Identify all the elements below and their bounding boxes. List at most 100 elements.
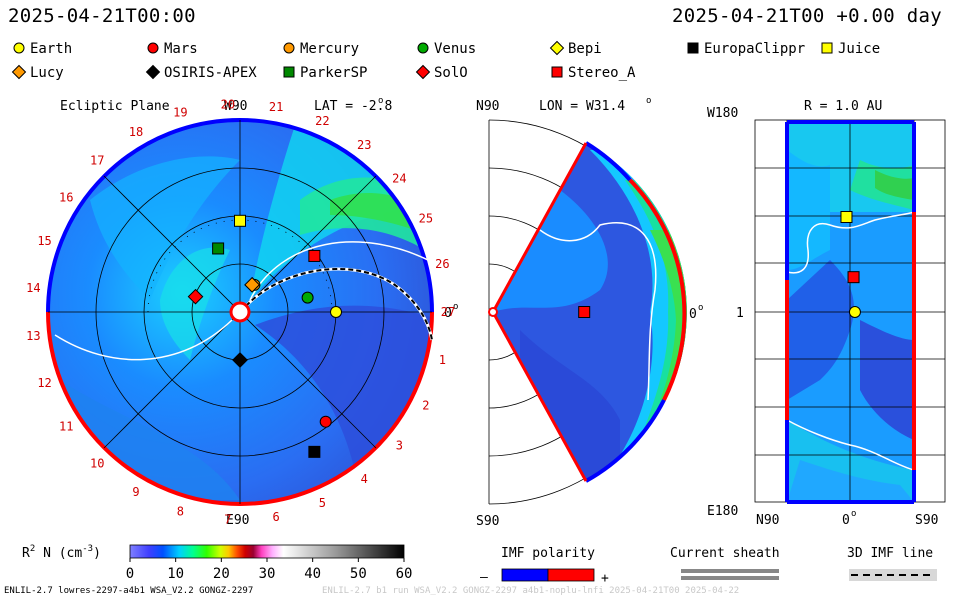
legend-label-lucy: Lucy	[30, 65, 64, 81]
carrington-tick-19: 19	[173, 106, 187, 120]
carrington-tick-15: 15	[37, 234, 51, 248]
meridional-objects	[578, 306, 591, 318]
imf-legend: IMF polarity – + Current sheath 3D IMF l…	[480, 546, 937, 586]
colorbar-gradient	[129, 544, 405, 559]
run-info: ENLIL-2.7 b1 run WSA_V2.2 GONGZ-2297 a4b…	[322, 586, 740, 596]
imf-minus-sign: –	[480, 570, 488, 585]
carrington-tick-26: 26	[435, 257, 449, 271]
imf-positive-swatch	[547, 568, 595, 582]
sphere-n90-label: N90	[756, 513, 779, 528]
meridional-s90-label: S90	[476, 514, 499, 529]
ecliptic-marker-stereo-a	[308, 249, 321, 262]
sphere-marker-earth	[848, 306, 861, 318]
ecliptic-marker-europaclippr	[308, 445, 321, 458]
imf-negative-swatch	[501, 568, 549, 582]
legend-marker-stereo-a	[551, 66, 563, 78]
mer-sun	[488, 307, 498, 317]
sphere-current-sheet-upper	[786, 211, 915, 274]
ecliptic-lat-label: LAT = -2.8	[314, 99, 392, 114]
colorbar-tick-label: 40	[304, 566, 321, 582]
sun-inner-boundary	[229, 301, 251, 323]
meridional-current-sheet	[539, 222, 657, 401]
colorbar-tick-label: 10	[167, 566, 184, 582]
ecl-zero-degree-mark: o	[453, 302, 458, 312]
spacecraft-legend: Earth Mars Mercury Venus Bepi EuropaClippr Jui…	[11, 40, 880, 81]
ecliptic-e90-label: E90	[226, 513, 249, 528]
carrington-tick-10: 10	[90, 456, 104, 470]
ecliptic-current-sheet-upper	[249, 241, 433, 301]
carrington-tick-9: 9	[132, 485, 139, 499]
carrington-tick-23: 23	[357, 138, 371, 152]
timestamp-left: 2025-04-21T00:00	[8, 5, 196, 27]
colorbar-tick-label: 0	[126, 566, 134, 582]
imf-plus-sign: +	[601, 571, 609, 586]
sphere-mid-label: 1	[736, 306, 744, 321]
legend-marker-bepi	[549, 40, 565, 56]
mer-zero-degree-mark: o	[698, 303, 703, 313]
carrington-tick-21: 21	[269, 100, 283, 114]
ecliptic-marker-earth	[330, 306, 342, 318]
lon-degree-mark: o	[646, 96, 651, 106]
meridional-panel: N90 LON = W31.4 o S90 0 o	[476, 96, 703, 529]
ecliptic-current-sheet-lower	[54, 319, 233, 361]
carrington-tick-8: 8	[177, 504, 184, 518]
carrington-tick-2: 2	[422, 398, 429, 412]
lat-degree-mark: o	[378, 96, 383, 106]
carrington-tick-16: 16	[59, 191, 73, 205]
ecliptic-title: Ecliptic Plane	[60, 99, 170, 114]
sphere-objects	[840, 211, 861, 318]
legend-label-earth: Earth	[30, 41, 72, 57]
carrington-tick-18: 18	[129, 125, 143, 139]
carrington-tick-11: 11	[59, 419, 73, 433]
legend-marker-osiris-apex	[145, 64, 161, 80]
carrington-tick-13: 13	[26, 329, 40, 343]
carrington-tick-7: 7	[224, 513, 231, 527]
carrington-tick-20: 20	[221, 97, 235, 111]
carrington-tick-22: 22	[315, 114, 329, 128]
sphere-panel: R = 1.0 AU W180 E180 1 N90 0 o S90	[707, 99, 946, 528]
current-sheath-label: Current sheath	[670, 546, 780, 561]
legend-marker-solo	[415, 64, 431, 80]
colorbar-tick-label: 20	[213, 566, 230, 582]
colorbar-ticks: 0 10 20 30 40 50 60	[126, 558, 412, 582]
legend-label-bepi: Bepi	[568, 41, 602, 57]
legend-label-mars: Mars	[164, 41, 198, 57]
ecliptic-marker-lucy	[244, 276, 260, 293]
ecliptic-objects	[187, 214, 342, 458]
carrington-tick-6: 6	[273, 510, 280, 524]
sphere-r-label: R = 1.0 AU	[804, 99, 882, 114]
ecliptic-marker-osiris-apex	[232, 352, 248, 368]
ecliptic-marker-parkersp	[212, 242, 225, 255]
legend-marker-parkersp	[283, 66, 295, 78]
mer-negative-arc-top	[584, 141, 632, 182]
legend-label-parkersp: ParkerSP	[300, 65, 367, 81]
meridional-n90-label: N90	[476, 99, 499, 114]
sphere-zero-label: 0	[842, 513, 850, 528]
legend-marker-mars	[147, 42, 159, 54]
sphere-s90-label: S90	[915, 513, 938, 528]
carrington-tick-14: 14	[26, 281, 40, 295]
meridional-marker-stereo-a	[578, 306, 591, 318]
ecliptic-marker-solo	[187, 288, 204, 305]
sheath-swatch-bottom	[681, 576, 779, 580]
legend-marker-earth	[13, 42, 25, 54]
colorbar-label: R2 N (cm-3)	[22, 544, 101, 561]
mer-negative-arc-bottom	[585, 399, 666, 483]
sphere-marker-stereo-a	[847, 271, 860, 284]
colorbar: R2 N (cm-3) 0 10 20 30 40 50 60	[22, 544, 412, 582]
mer-positive-arc	[628, 178, 687, 401]
legend-label-mercury: Mercury	[300, 41, 359, 57]
imf-line-3d	[245, 267, 433, 341]
legend-label-juice: Juice	[838, 41, 880, 57]
sphere-e180-label: E180	[707, 504, 738, 519]
ecliptic-zero-label: 0	[444, 306, 452, 321]
sphere-current-sheet-lower	[786, 419, 915, 471]
meridional-lon-label: LON = W31.4	[539, 99, 625, 114]
mer-edge-upper	[491, 142, 588, 313]
imf-line-legend-label: 3D IMF line	[847, 546, 933, 561]
carrington-tick-1: 1	[439, 353, 446, 367]
ecliptic-panel: Ecliptic Plane W90 LAT = -2.8 o E90 0 o	[26, 96, 458, 528]
sphere-marker-juice	[840, 211, 853, 223]
colorbar-tick-label: 30	[259, 566, 276, 582]
